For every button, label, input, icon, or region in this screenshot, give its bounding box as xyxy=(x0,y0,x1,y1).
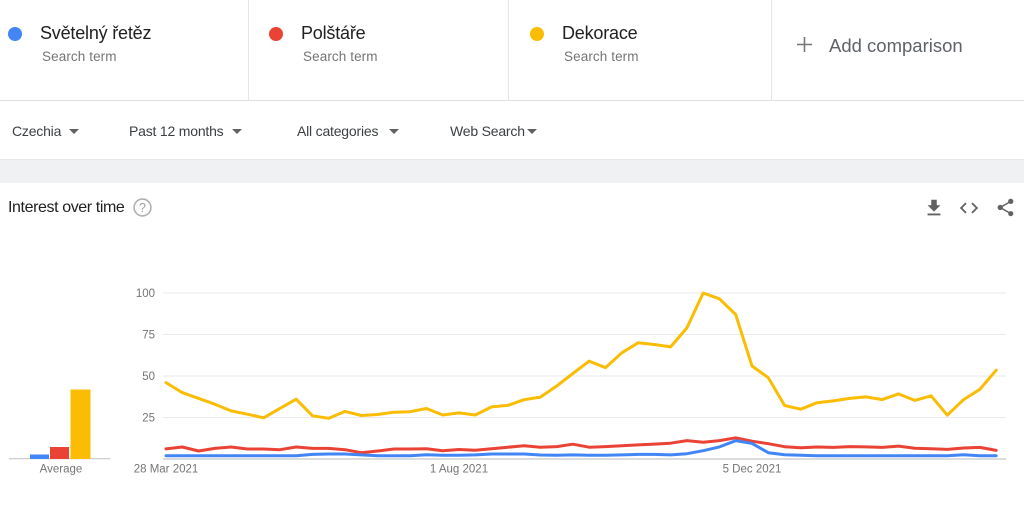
svg-text:?: ? xyxy=(139,201,146,215)
svg-text:5 Dec 2021: 5 Dec 2021 xyxy=(723,464,782,476)
svg-text:50: 50 xyxy=(142,371,155,383)
svg-text:75: 75 xyxy=(142,330,155,342)
svg-text:28 Mar 2021: 28 Mar 2021 xyxy=(134,464,199,476)
svg-text:Average: Average xyxy=(40,464,83,476)
svg-text:100: 100 xyxy=(136,288,155,300)
svg-text:25: 25 xyxy=(142,413,155,425)
svg-text:1 Aug 2021: 1 Aug 2021 xyxy=(430,464,488,476)
